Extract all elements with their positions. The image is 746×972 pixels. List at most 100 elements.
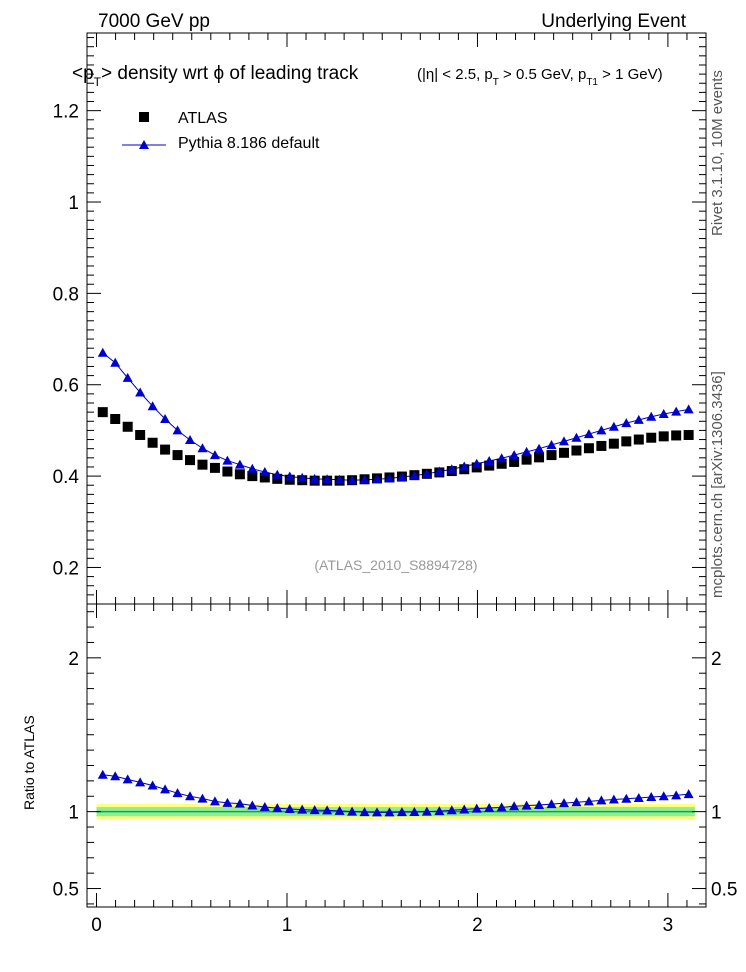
atlas-point [247, 471, 258, 482]
plot-title: <pT> density wrt ϕ of leading track [72, 63, 359, 89]
legend-marker-atlas [139, 112, 149, 122]
atlas-point [621, 436, 632, 447]
pythia-point [259, 466, 270, 476]
pythia-point [160, 413, 171, 423]
atlas-point [521, 454, 532, 465]
pythia-point [110, 357, 121, 367]
atlas-point [496, 458, 507, 469]
ratio-pythia-point [608, 794, 619, 804]
atlas-point [122, 421, 133, 432]
ratio-y-tick-label: 2 [68, 649, 79, 670]
pythia-point [571, 432, 582, 442]
ratio-pythia-point [197, 793, 208, 803]
ratio-pythia-point [172, 788, 183, 798]
pythia-point [546, 440, 557, 450]
atlas-point [197, 459, 208, 470]
y-tick-label: 0.6 [53, 376, 79, 397]
pythia-point [459, 461, 470, 471]
main-series [97, 347, 694, 486]
ratio-pythia-point [409, 806, 420, 816]
pythia-point [185, 435, 196, 445]
x-tick-label: 3 [663, 915, 674, 936]
ratio-pythia-point [484, 802, 495, 812]
pythia-point [646, 411, 657, 421]
legend-label-pythia: Pythia 8.186 default [178, 135, 320, 152]
ratio-pythia-point [471, 803, 482, 813]
pythia-point [247, 463, 258, 473]
ratio-band [96, 803, 695, 820]
ratio-pythia-point [284, 804, 295, 814]
atlas-point [110, 413, 121, 424]
ratio-pythia-point [384, 807, 395, 817]
ratio-pythia-point [596, 795, 607, 805]
atlas-point [272, 473, 283, 484]
atlas-point [596, 440, 607, 451]
ratio-pythia-point [209, 796, 220, 806]
rivet-label: Rivet 3.1.10, 10M events [709, 70, 726, 236]
ratio-pythia-point [459, 804, 470, 814]
pythia-point [272, 469, 283, 479]
ratio-panel: 0.5 0.5 1 1 2 2 0 1 2 3 [53, 603, 737, 936]
ratio-y-tick-label: 0.5 [53, 880, 79, 901]
energy-label: 7000 GeV pp [98, 11, 210, 32]
pythia-point [359, 474, 370, 484]
pythia-point [122, 372, 133, 382]
ratio-pythia-point [583, 796, 594, 806]
pythia-point [234, 459, 245, 469]
pythia-point [621, 418, 632, 428]
atlas-point [608, 438, 619, 449]
y-tick-label: 0.2 [53, 558, 79, 579]
y-tick-label: 0.4 [53, 467, 80, 488]
pythia-point [297, 472, 308, 482]
atlas-point [97, 407, 108, 418]
cuts-subscript: T [493, 77, 499, 88]
pythia-point [222, 455, 233, 465]
pythia-point [334, 474, 345, 484]
atlas-point [484, 460, 495, 471]
pythia-point [558, 436, 569, 446]
ratio-pythia-point [347, 806, 358, 816]
ratio-pythia-point [160, 784, 171, 794]
atlas-point [135, 429, 146, 440]
pythia-point [309, 473, 320, 483]
atlas-point [571, 445, 582, 456]
ratio-pythia-point [621, 793, 632, 803]
ratio-series [97, 769, 694, 817]
atlas-point [209, 462, 220, 473]
ratio-pythia-point [683, 789, 694, 799]
main-ticks: 0.2 0.4 0.6 0.8 1 1.2 [53, 33, 706, 604]
atlas-point [658, 431, 669, 442]
pythia-point [434, 466, 445, 476]
ratio-pythia-point [546, 799, 557, 809]
atlas-point [509, 456, 520, 467]
ratio-pythia-point [309, 805, 320, 815]
x-tick-label: 2 [472, 915, 483, 936]
legend: ATLAS Pythia 8.186 default [122, 110, 320, 152]
legend-label-atlas: ATLAS [178, 110, 228, 127]
atlas-point [558, 447, 569, 458]
y-tick-label: 1 [68, 193, 79, 214]
ratio-pythia-point [646, 792, 657, 802]
cuts-part: > 1 GeV) [598, 66, 663, 83]
ratio-pythia-point [259, 802, 270, 812]
ratio-pythia-point [110, 771, 121, 781]
pythia-point [596, 425, 607, 435]
ratio-pythia-point [185, 791, 196, 801]
mcplots-label: mcplots.cern.ch [arXiv:1306.3436] [709, 371, 726, 598]
ratio-pythia-point [658, 791, 669, 801]
pythia-point [633, 414, 644, 424]
ratio-pythia-point [633, 792, 644, 802]
ratio-pythia-point [234, 798, 245, 808]
ratio-ylabel: Ratio to ATLAS [21, 715, 37, 810]
pythia-point [484, 456, 495, 466]
ratio-y-tick-label: 1 [68, 803, 79, 824]
ratio-pythia-point [122, 774, 133, 784]
atlas-point [185, 455, 196, 466]
y-tick-label: 0.8 [53, 284, 79, 305]
ratio-pythia-point [558, 798, 569, 808]
atlas-point [259, 472, 270, 483]
x-tick-label: 0 [91, 915, 102, 936]
atlas-point [546, 450, 557, 461]
ratio-pythia-point [396, 807, 407, 817]
